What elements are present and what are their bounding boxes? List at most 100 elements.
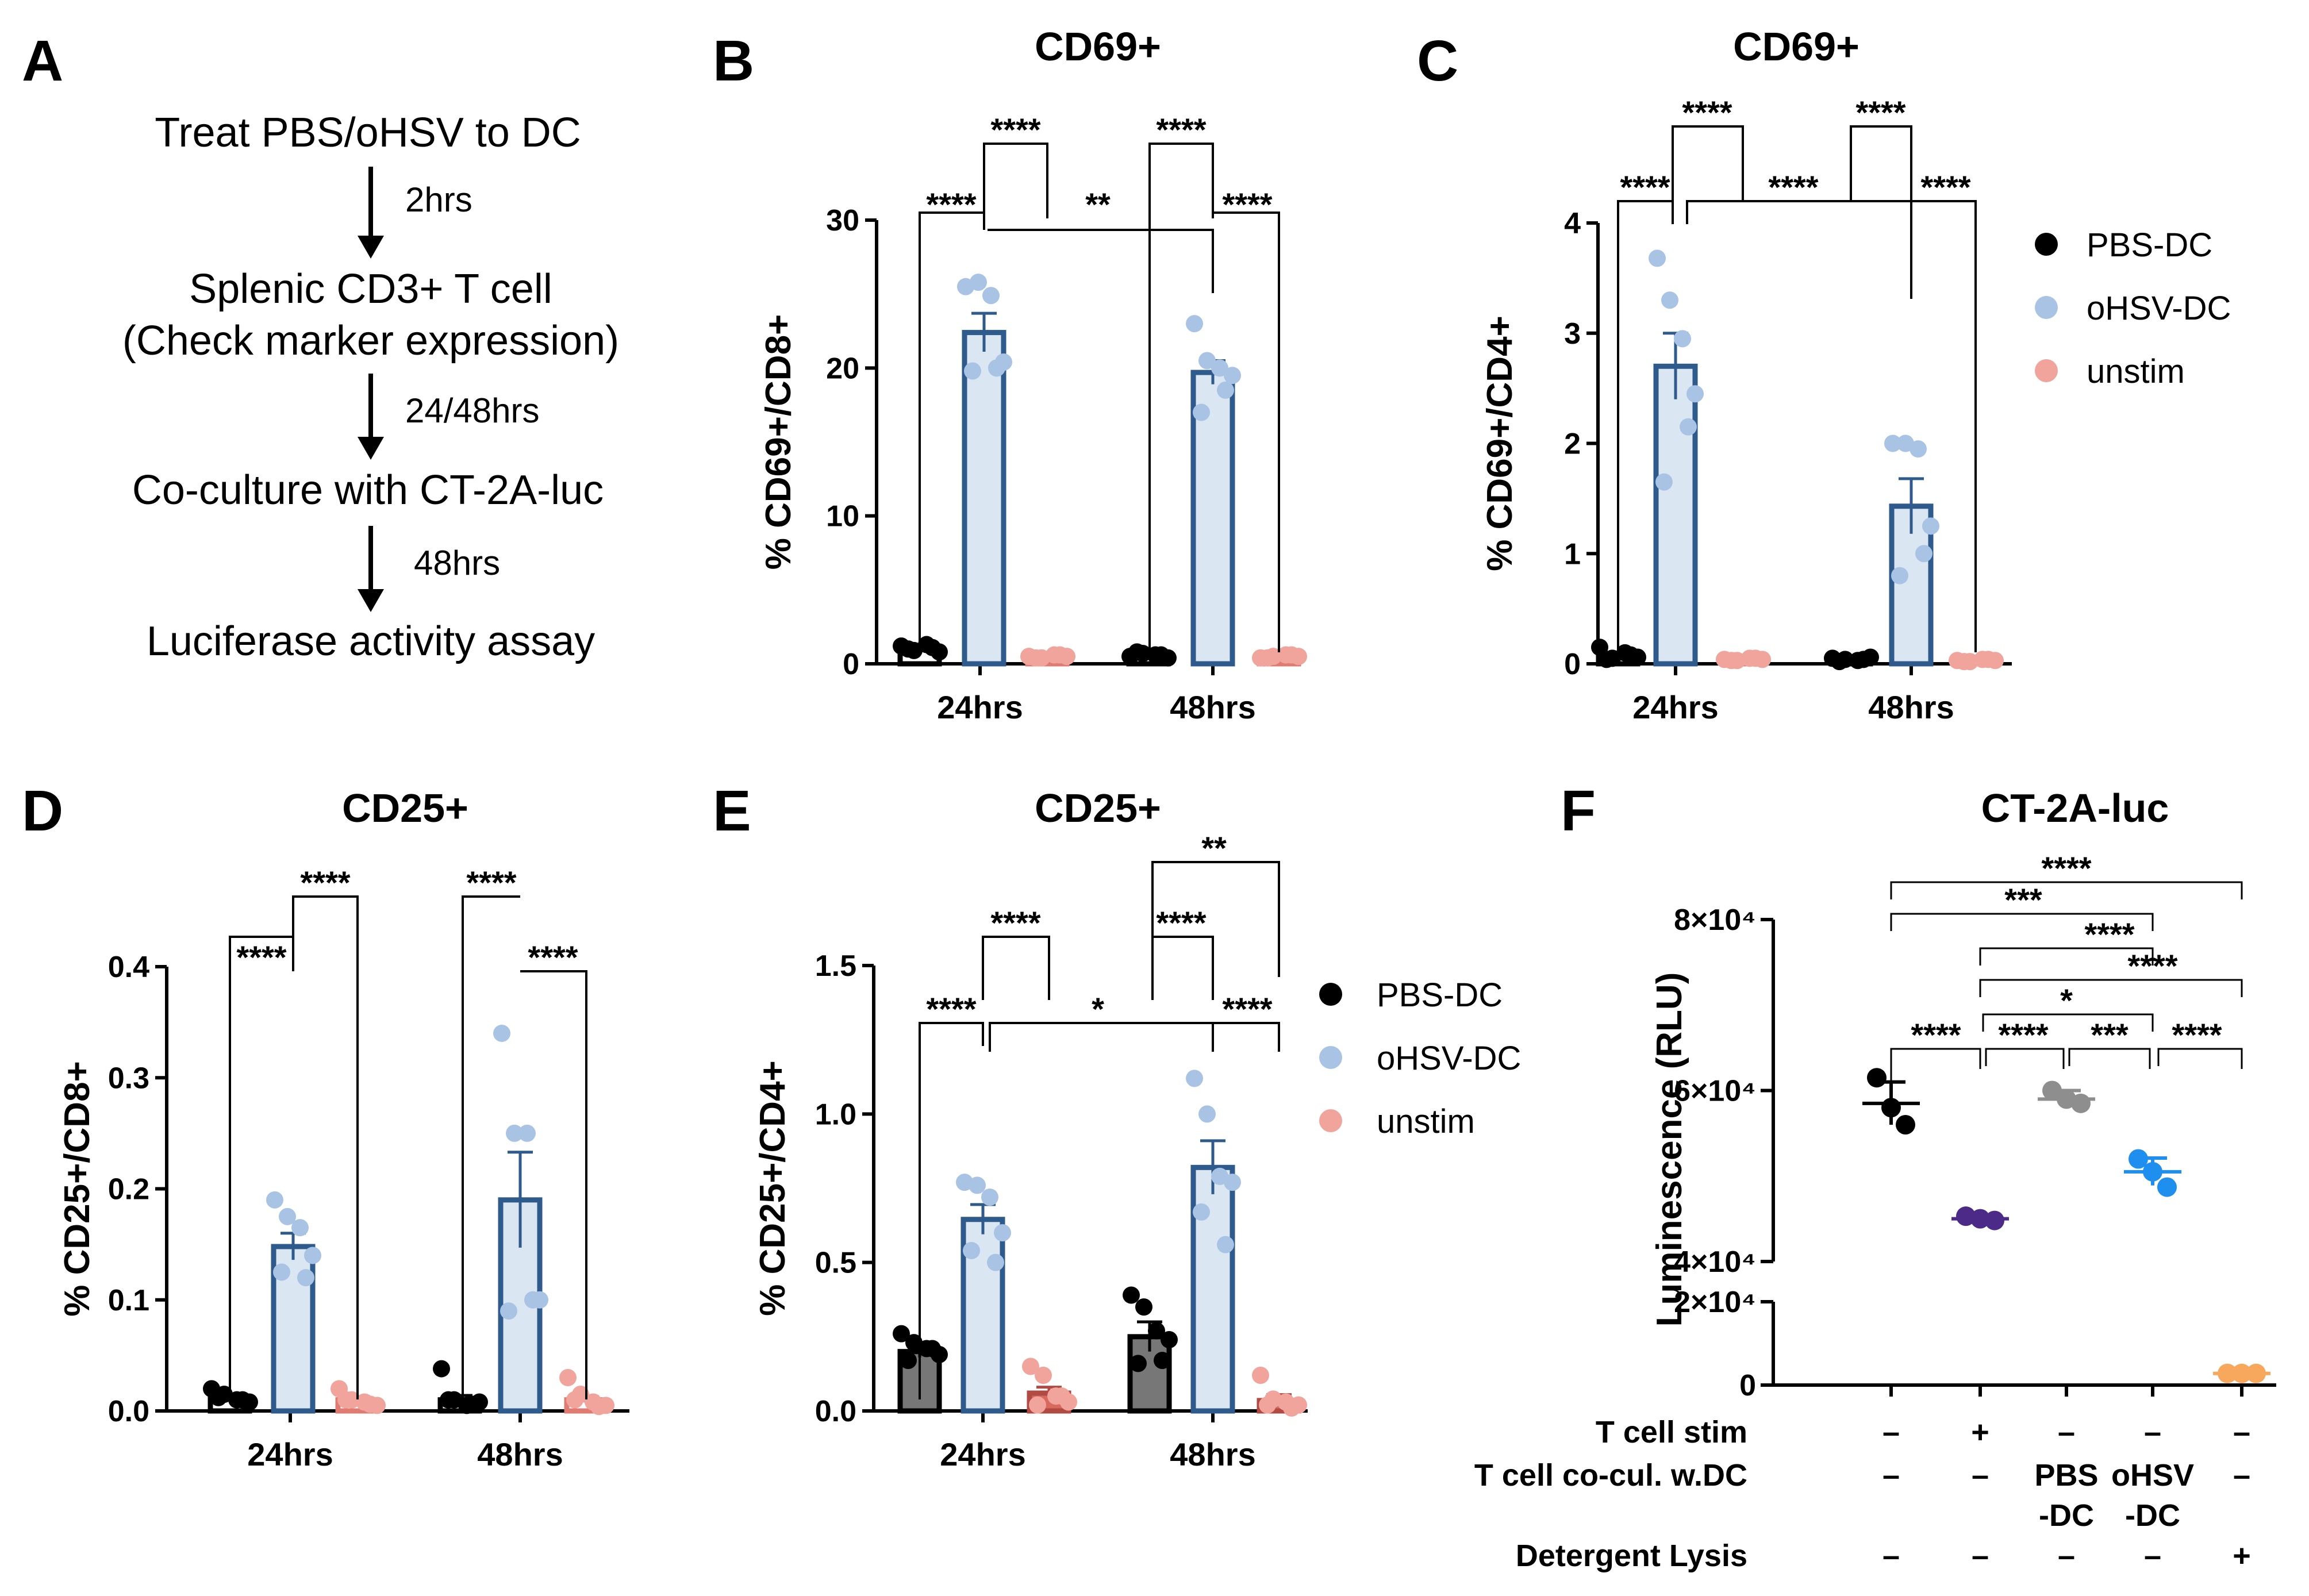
data-point (2129, 1149, 2148, 1169)
data-point (210, 1389, 227, 1406)
data-point (1135, 1298, 1152, 1316)
legend-label-ohsv: oHSV-DC (2087, 290, 2231, 327)
legend-dot-pbs (2035, 233, 2058, 256)
x-tick-label: 24hrs (1632, 689, 1718, 725)
legend-top: PBS-DC oHSV-DC unstim (2035, 226, 2231, 390)
data-point (1259, 649, 1276, 667)
data-point (1655, 473, 1673, 491)
data-point (1598, 651, 1615, 668)
flow-arrowhead-2 (358, 437, 384, 460)
condition-cell: – (1882, 1415, 1900, 1449)
y-tick-label: 3 (1564, 317, 1581, 351)
condition-cell: + (1971, 1415, 1989, 1449)
data-point (1027, 649, 1044, 667)
data-point (297, 1269, 314, 1287)
data-point (518, 1124, 536, 1142)
panel-e-label: E (713, 779, 751, 843)
condition-cell: PBS (2034, 1458, 2098, 1493)
y-tick-label: 0.4 (108, 951, 149, 984)
condition-cell: – (2233, 1458, 2250, 1493)
y-tick-label: 0 (1564, 648, 1581, 681)
data-point (493, 1024, 510, 1042)
data-point (506, 1124, 523, 1142)
data-point (1259, 1396, 1276, 1414)
significance-label: **** (1855, 94, 1905, 130)
significance-label: *** (2091, 1017, 2129, 1053)
y-tick-label: 20 (826, 352, 859, 385)
data-point (1029, 1396, 1046, 1414)
y-tick-label: 8×10⁴ (1674, 903, 1756, 937)
data-point (337, 1391, 355, 1409)
data-point (1193, 1203, 1210, 1221)
x-tick-label: 48hrs (1170, 1436, 1255, 1472)
flow-arrowhead-3 (358, 589, 384, 612)
data-point (1884, 434, 1901, 452)
y-tick-label: 1 (1564, 537, 1581, 571)
x-tick-label: 24hrs (247, 1436, 333, 1472)
data-point (1980, 651, 1997, 668)
significance-bracket (919, 211, 985, 652)
data-point (291, 1219, 309, 1237)
significance-bracket (1151, 936, 1214, 1000)
data-point (1283, 646, 1300, 664)
significance-bracket (1617, 200, 1674, 652)
legend2-dot-ohsv (1319, 1046, 1342, 1069)
significance-bracket (983, 143, 1048, 218)
y-axis-label: % CD25+/CD8+ (57, 1061, 97, 1317)
legend2-label-unstim: unstim (1377, 1103, 1475, 1140)
data-point (1910, 440, 1927, 458)
data-point (969, 1176, 986, 1194)
significance-bracket (2157, 1048, 2243, 1069)
condition-cell: -DC (2039, 1498, 2094, 1533)
data-point (1161, 1331, 1178, 1348)
significance-label: **** (1998, 1017, 2048, 1053)
data-point (994, 1224, 1011, 1241)
y-axis-label: Luminescence (RLU) (1650, 972, 1689, 1327)
legend2-label-pbs: PBS-DC (1377, 976, 1503, 1014)
data-point (1051, 646, 1069, 664)
data-point (1198, 352, 1216, 370)
significance-label: **** (990, 905, 1040, 941)
data-point (1123, 1286, 1140, 1304)
significance-bracket (292, 895, 359, 1399)
data-point (2042, 1080, 2062, 1101)
data-point (1831, 653, 1848, 671)
y-tick-label: 0.3 (108, 1062, 149, 1095)
flow-step-2b: (Check marker expression) (122, 318, 619, 364)
legend2-dot-pbs (1319, 983, 1342, 1006)
data-point (963, 1242, 980, 1259)
y-tick-label: 0.5 (815, 1247, 856, 1280)
data-point (1881, 1098, 1901, 1118)
data-point (1224, 367, 1241, 384)
bar-ohsv-dc (962, 330, 1006, 667)
data-point (1680, 418, 1697, 436)
flow-arrow-label-2: 24/48hrs (405, 391, 540, 430)
significance-bracket (989, 1022, 1214, 1052)
significance-label: *** (2004, 882, 2042, 918)
data-point (500, 1302, 517, 1320)
flow-arrow-label-1: 2hrs (405, 180, 472, 219)
data-point (1649, 249, 1666, 267)
significance-bracket (988, 229, 1214, 293)
significance-label: * (1092, 991, 1104, 1027)
condition-cell: – (2058, 1539, 2075, 1573)
significance-label: **** (2172, 1017, 2222, 1053)
y-axis-label: % CD69+/CD8+ (759, 314, 798, 570)
condition-cell: – (1882, 1539, 1900, 1573)
data-point (900, 640, 917, 658)
data-point (440, 1391, 457, 1409)
bar-ohsv-dc (1653, 363, 1698, 667)
y-tick-label: 0.1 (108, 1284, 149, 1317)
flow-step-2: Splenic CD3+ T cell (189, 266, 552, 312)
y-tick-label: 0 (1739, 1369, 1756, 1402)
condition-cell: – (2144, 1415, 2161, 1449)
panel-d-label: D (22, 779, 63, 843)
data-point (982, 287, 1000, 305)
significance-label: **** (1920, 169, 1970, 205)
legend-label-unstim: unstim (2087, 353, 2185, 390)
significance-bracket (1910, 200, 1977, 652)
data-point (1186, 315, 1203, 333)
data-point (1053, 1387, 1070, 1405)
data-point (1661, 291, 1678, 309)
